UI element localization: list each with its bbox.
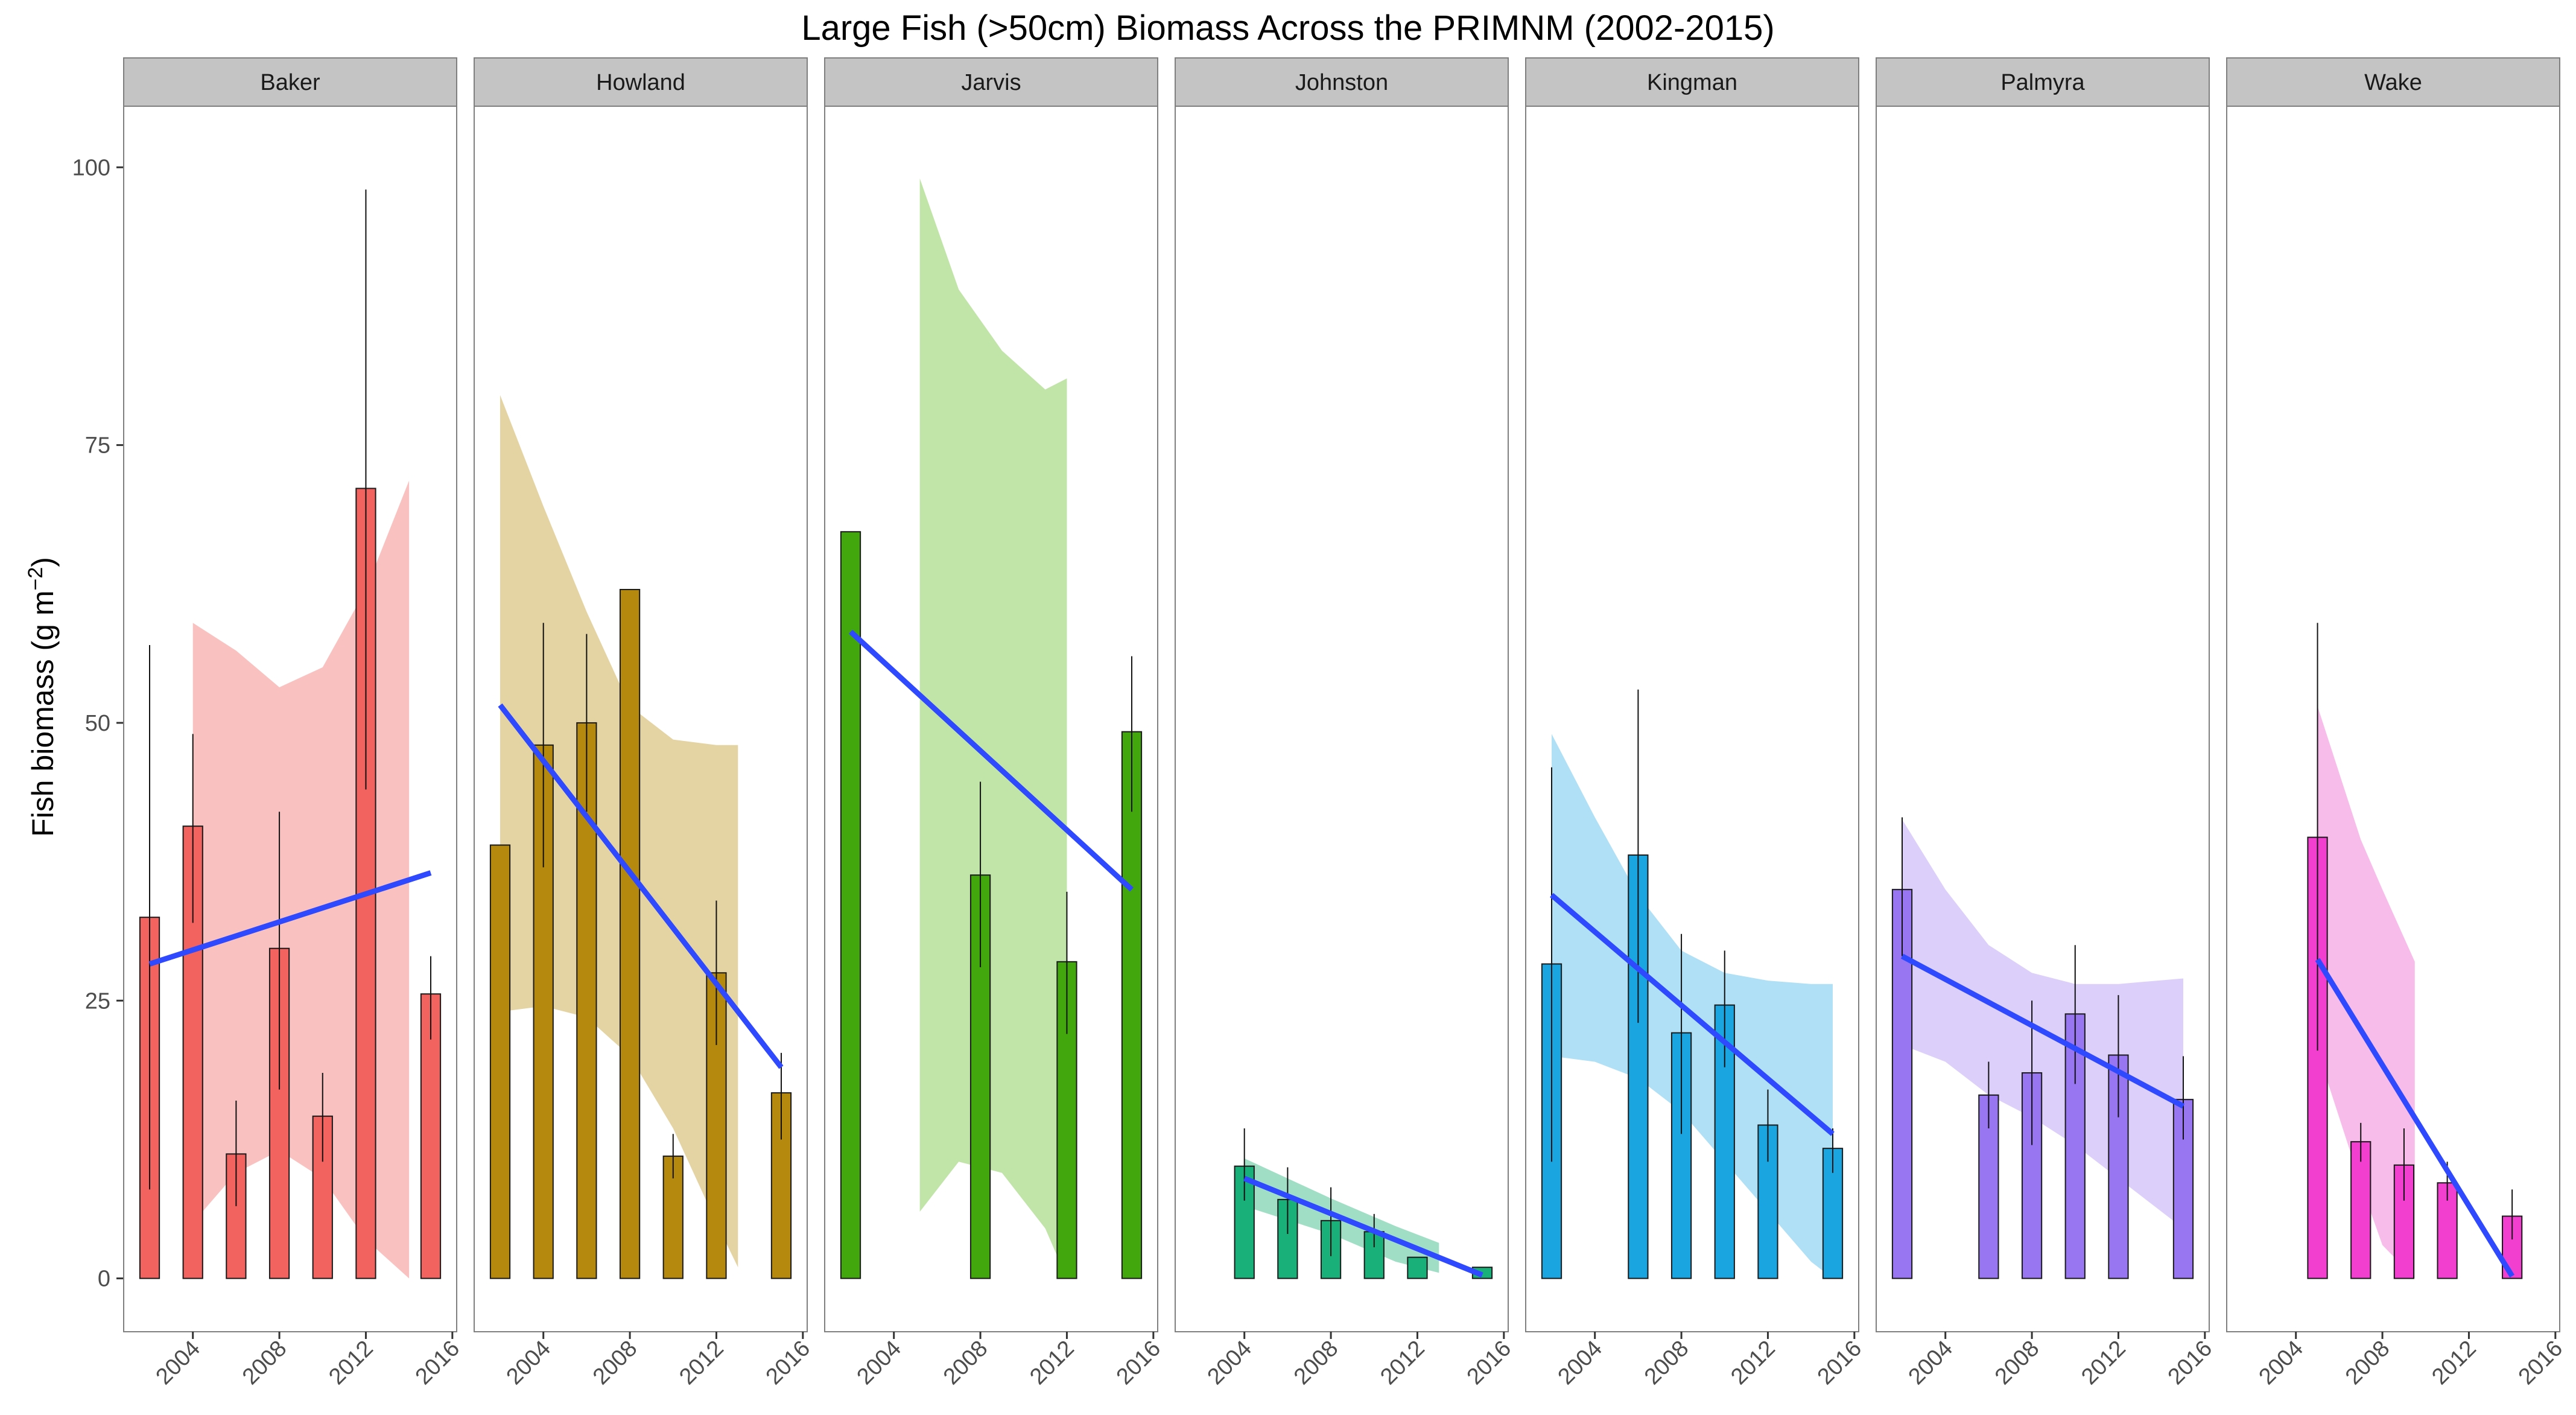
bar bbox=[420, 993, 442, 1279]
facet-strip-label: Kingman bbox=[1647, 70, 1737, 95]
x-tick-label: 2012 bbox=[2076, 1336, 2130, 1390]
y-axis: 0 25 50 75 100 bbox=[72, 155, 124, 1292]
facet-strip-label: Palmyra bbox=[2000, 70, 2085, 95]
facet-strip-label: Wake bbox=[2364, 70, 2422, 95]
facet-strip bbox=[123, 57, 457, 107]
bar bbox=[840, 531, 861, 1279]
x-tick-label: 2016 bbox=[761, 1336, 815, 1390]
x-tick-label: 2016 bbox=[2163, 1336, 2217, 1390]
x-tick-label: 2004 bbox=[1553, 1336, 1607, 1390]
x-tick-label: 2008 bbox=[939, 1336, 992, 1390]
x-tick-label: 2016 bbox=[1112, 1336, 1166, 1390]
facet-panel-palmyra: Palmyra 2004 2008 2012 2016 bbox=[1876, 57, 2217, 1390]
facet-panel-kingman: Kingman 2004 2008 2012 2016 bbox=[1525, 57, 1867, 1390]
x-tick-label: 2012 bbox=[1375, 1336, 1429, 1390]
y-tick-label: 100 bbox=[72, 155, 110, 180]
bar bbox=[619, 588, 641, 1279]
y-axis-title-superscript: −2 bbox=[24, 567, 47, 591]
x-tick-label: 2016 bbox=[1462, 1336, 1516, 1390]
x-tick-label: 2004 bbox=[502, 1336, 556, 1390]
facet-strip bbox=[1525, 57, 1859, 107]
x-tick-label: 2012 bbox=[1025, 1336, 1079, 1390]
facet-panel-jarvis: Jarvis 2004 2008 2012 2016 bbox=[824, 57, 1166, 1390]
x-tick-label: 2012 bbox=[1726, 1336, 1780, 1390]
x-tick-label: 2004 bbox=[151, 1336, 205, 1390]
bar bbox=[1628, 854, 1649, 1279]
x-tick-label: 2012 bbox=[324, 1336, 378, 1390]
y-axis-title-main: Fish biomass (g m bbox=[26, 590, 60, 836]
confidence-ribbon bbox=[2317, 706, 2415, 1279]
x-tick-label: 2004 bbox=[1203, 1336, 1257, 1390]
facet-strip bbox=[474, 57, 808, 107]
x-tick-label: 2012 bbox=[2427, 1336, 2481, 1390]
x-tick-label: 2008 bbox=[1640, 1336, 1693, 1390]
trend-line bbox=[2315, 958, 2514, 1278]
x-tick-label: 2004 bbox=[1904, 1336, 1958, 1390]
facet-strip-label: Baker bbox=[260, 70, 320, 95]
trend-line bbox=[498, 703, 784, 1069]
facet-panel-howland: Howland 2004 2008 2012 2016 bbox=[474, 57, 815, 1390]
trend-line bbox=[848, 629, 1134, 892]
y-tick-label: 75 bbox=[85, 433, 110, 459]
bar bbox=[2350, 1141, 2371, 1279]
facet-strip bbox=[2226, 57, 2560, 107]
facet-strip-label: Howland bbox=[596, 70, 685, 95]
x-tick-label: 2016 bbox=[1813, 1336, 1867, 1390]
facet-panel-baker: Baker 2004 2008 2012 2016 bbox=[123, 57, 465, 1390]
chart-title: Large Fish (>50cm) Biomass Across the PR… bbox=[801, 8, 1774, 48]
x-tick-label: 2008 bbox=[2341, 1336, 2394, 1390]
facet-panels: Baker 2004 2008 2012 2016 Howland 2004 2008 2012… bbox=[123, 57, 2568, 1390]
confidence-ribbon bbox=[919, 178, 1067, 1279]
x-tick-label: 2008 bbox=[1990, 1336, 2044, 1390]
y-tick-label: 50 bbox=[85, 711, 110, 736]
x-tick-label: 2016 bbox=[2514, 1336, 2568, 1390]
x-tick-label: 2008 bbox=[588, 1336, 642, 1390]
facet-strip bbox=[1876, 57, 2210, 107]
x-tick-label: 2004 bbox=[2254, 1336, 2308, 1390]
facet-strip-label: Jarvis bbox=[961, 70, 1021, 95]
trend-line bbox=[1243, 1175, 1483, 1278]
y-axis-title-suffix: ) bbox=[26, 557, 60, 567]
y-tick-label: 25 bbox=[85, 988, 110, 1014]
panel-area bbox=[1175, 106, 1509, 1332]
confidence-ribbon bbox=[500, 395, 738, 1268]
facet-panel-wake: Wake 2004 2008 2012 2016 bbox=[2226, 57, 2568, 1390]
trend-line bbox=[1550, 892, 1835, 1136]
facet-strip-label: Johnston bbox=[1295, 70, 1388, 95]
trend-line bbox=[1900, 953, 2185, 1109]
bar bbox=[489, 844, 511, 1279]
x-tick-label: 2012 bbox=[674, 1336, 728, 1390]
confidence-ribbon bbox=[192, 480, 410, 1279]
bar bbox=[1407, 1256, 1428, 1279]
trend-line bbox=[148, 870, 432, 967]
y-axis-title: Fish biomass (g m−2) bbox=[24, 557, 60, 837]
facet-strip bbox=[1175, 57, 1509, 107]
bar bbox=[2064, 1013, 2086, 1279]
x-tick-label: 2008 bbox=[1289, 1336, 1343, 1390]
y-tick-label: 0 bbox=[98, 1267, 110, 1292]
bar bbox=[1121, 731, 1143, 1279]
x-tick-label: 2016 bbox=[411, 1336, 465, 1390]
facet-panel-johnston: Johnston 2004 2008 2012 2016 bbox=[1175, 57, 1516, 1390]
x-tick-label: 2004 bbox=[852, 1336, 906, 1390]
x-tick-label: 2008 bbox=[238, 1336, 291, 1390]
